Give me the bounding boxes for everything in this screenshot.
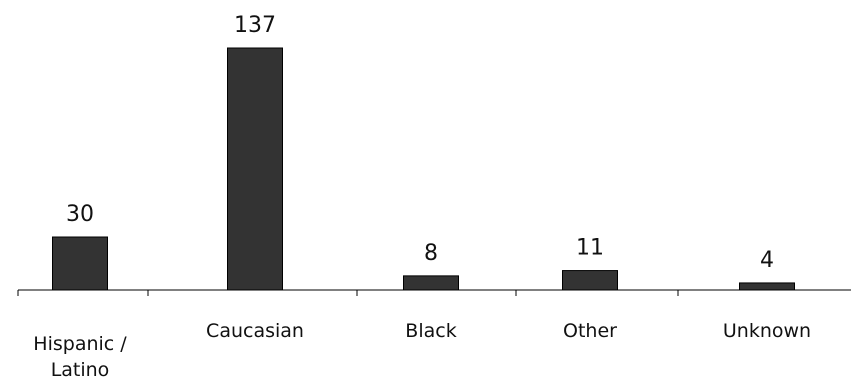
- category-label-unknown: Unknown: [723, 320, 811, 342]
- category-label-line: Latino: [51, 359, 110, 381]
- bar-hispanic-latino: [52, 236, 108, 291]
- category-label-line: Other: [563, 320, 617, 342]
- bar-other: [562, 270, 618, 291]
- value-label-black: 8: [424, 241, 438, 266]
- bar-black: [403, 275, 459, 291]
- value-label-other: 11: [576, 236, 604, 261]
- value-labels-group: 30 137 8 11 4: [66, 13, 774, 273]
- bar-caucasian: [227, 47, 283, 291]
- bar-unknown: [739, 282, 795, 291]
- category-label-caucasian: Caucasian: [206, 320, 304, 342]
- category-label-hispanic-latino: Hispanic / Latino: [33, 333, 127, 381]
- category-labels-group: Hispanic / Latino Caucasian Black Other Unkno…: [33, 320, 811, 381]
- bars-group: [52, 47, 795, 291]
- value-label-caucasian: 137: [234, 13, 276, 38]
- category-label-other: Other: [563, 320, 617, 342]
- category-label-line: Unknown: [723, 320, 811, 342]
- value-label-hispanic-latino: 30: [66, 202, 94, 227]
- category-label-line: Caucasian: [206, 320, 304, 342]
- x-axis: [17, 289, 851, 296]
- category-label-line: Hispanic /: [33, 333, 127, 355]
- category-label-line: Black: [405, 320, 456, 342]
- value-label-unknown: 4: [760, 248, 774, 273]
- category-label-black: Black: [405, 320, 456, 342]
